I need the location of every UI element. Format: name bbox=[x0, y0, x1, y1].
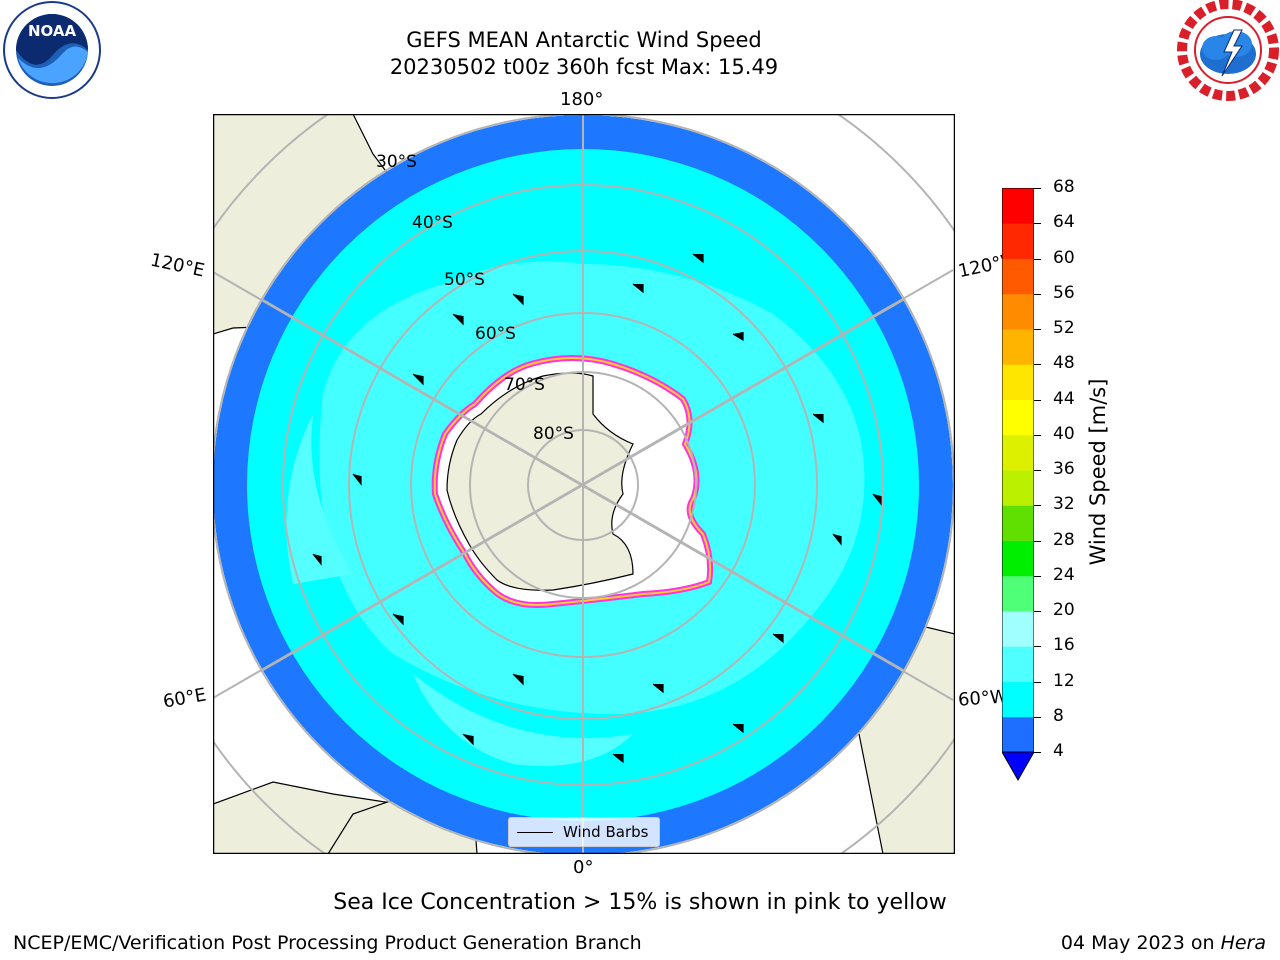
colorbar-tick-mark bbox=[1034, 188, 1041, 189]
chart-title: GEFS MEAN Antarctic Wind Speed bbox=[406, 28, 762, 52]
colorbar-tick-mark bbox=[1034, 575, 1041, 577]
colorbar-tick-label: 12 bbox=[1053, 670, 1075, 691]
colorbar-tick-label: 68 bbox=[1053, 177, 1075, 197]
legend-line-icon bbox=[517, 831, 553, 833]
colorbar-segment bbox=[1002, 223, 1034, 259]
colorbar-tick-mark bbox=[1034, 752, 1041, 753]
colorbar-tick-label: 36 bbox=[1053, 459, 1075, 479]
colorbar-tick-mark bbox=[1034, 258, 1041, 260]
colorbar-tick-mark bbox=[1034, 293, 1041, 295]
colorbar-tick-label: 44 bbox=[1053, 388, 1075, 409]
colorbar-segment bbox=[1002, 470, 1034, 506]
colorbar-tick-mark bbox=[1034, 681, 1041, 683]
colorbar-tick-mark bbox=[1034, 611, 1041, 612]
colorbar-tick-label: 56 bbox=[1053, 282, 1075, 303]
lon-label-180: 180° bbox=[560, 89, 604, 110]
colorbar-under-triangle bbox=[1001, 751, 1035, 782]
lat-label-50s: 50°S bbox=[444, 270, 485, 290]
colorbar-tick-mark bbox=[1034, 434, 1041, 436]
colorbar-segment bbox=[1002, 188, 1034, 224]
colorbar-tick-label: 40 bbox=[1053, 423, 1075, 444]
colorbar-tick-label: 64 bbox=[1053, 212, 1075, 233]
colorbar-tick-mark bbox=[1034, 399, 1041, 401]
lat-label-60s: 60°S bbox=[475, 324, 516, 344]
colorbar-segment bbox=[1002, 681, 1034, 718]
colorbar-label: Wind Speed [m/s] bbox=[1086, 378, 1110, 566]
colorbar-segment bbox=[1002, 293, 1034, 330]
lon-label-60w: 60°W bbox=[957, 686, 1009, 711]
map-canvas bbox=[212, 113, 956, 855]
lon-label-0: 0° bbox=[573, 857, 594, 878]
colorbar-tick-mark bbox=[1034, 540, 1041, 542]
colorbar-tick-mark bbox=[1034, 646, 1041, 648]
colorbar-svg bbox=[1001, 187, 1035, 782]
colorbar-tick-label: 16 bbox=[1053, 635, 1075, 656]
colorbar-segment bbox=[1002, 646, 1034, 682]
lon-label-120e: 120°E bbox=[148, 249, 207, 282]
svg-text:NOAA: NOAA bbox=[28, 22, 77, 40]
footer-host: Hera bbox=[1220, 932, 1266, 954]
noaa-logo: NOAA bbox=[0, 0, 104, 104]
sea-ice-caption: Sea Ice Concentration > 15% is shown in … bbox=[333, 890, 947, 915]
colorbar-tick-label: 48 bbox=[1053, 353, 1075, 374]
colorbar-tick-mark bbox=[1034, 364, 1041, 366]
polar-map bbox=[212, 113, 956, 855]
chart-subtitle: 20230502 t00z 360h fcst Max: 15.49 bbox=[389, 55, 779, 79]
colorbar-segment bbox=[1002, 258, 1034, 295]
lon-label-60e: 60°E bbox=[161, 684, 208, 713]
colorbar-tick-label: 28 bbox=[1053, 529, 1075, 550]
colorbar-segment bbox=[1002, 399, 1034, 436]
colorbar-segment bbox=[1002, 575, 1034, 612]
graticule bbox=[213, 114, 955, 854]
colorbar-tick-label: 8 bbox=[1053, 705, 1064, 726]
lat-label-40s: 40°S bbox=[412, 213, 453, 233]
colorbar-segment bbox=[1002, 364, 1034, 400]
colorbar-tick-label: 60 bbox=[1053, 247, 1075, 268]
colorbar bbox=[1001, 187, 1035, 782]
legend-label: Wind Barbs bbox=[563, 823, 649, 841]
colorbar-segment bbox=[1002, 505, 1034, 541]
wind-barbs-legend: Wind Barbs bbox=[508, 817, 660, 847]
footer-branch: NCEP/EMC/Verification Post Processing Pr… bbox=[13, 932, 642, 954]
colorbar-tick-mark bbox=[1034, 223, 1041, 225]
colorbar-tick-label: 24 bbox=[1053, 564, 1075, 585]
colorbar-tick-mark bbox=[1034, 716, 1041, 718]
colorbar-tick-mark bbox=[1034, 329, 1041, 330]
colorbar-tick-mark bbox=[1034, 470, 1041, 471]
lat-label-30s: 30°S bbox=[376, 152, 417, 172]
colorbar-segment bbox=[1002, 434, 1034, 471]
footer-date: 04 May 2023 on Hera bbox=[1061, 932, 1266, 954]
colorbar-tick-label: 20 bbox=[1053, 600, 1075, 620]
colorbar-segment bbox=[1002, 611, 1034, 647]
nws-logo bbox=[1176, 0, 1280, 104]
wind-barbs bbox=[312, 253, 882, 764]
colorbar-tick-label: 32 bbox=[1053, 494, 1075, 515]
colorbar-tick-mark bbox=[1034, 505, 1041, 507]
colorbar-tick-label: 4 bbox=[1053, 741, 1064, 761]
colorbar-tick-label: 52 bbox=[1053, 318, 1075, 338]
lat-label-80s: 80°S bbox=[533, 424, 574, 444]
lat-label-70s: 70°S bbox=[504, 375, 545, 395]
colorbar-segment bbox=[1002, 540, 1034, 577]
colorbar-segment bbox=[1002, 716, 1034, 753]
footer-date-text: 04 May 2023 on bbox=[1060, 932, 1221, 954]
colorbar-segment bbox=[1002, 329, 1034, 365]
